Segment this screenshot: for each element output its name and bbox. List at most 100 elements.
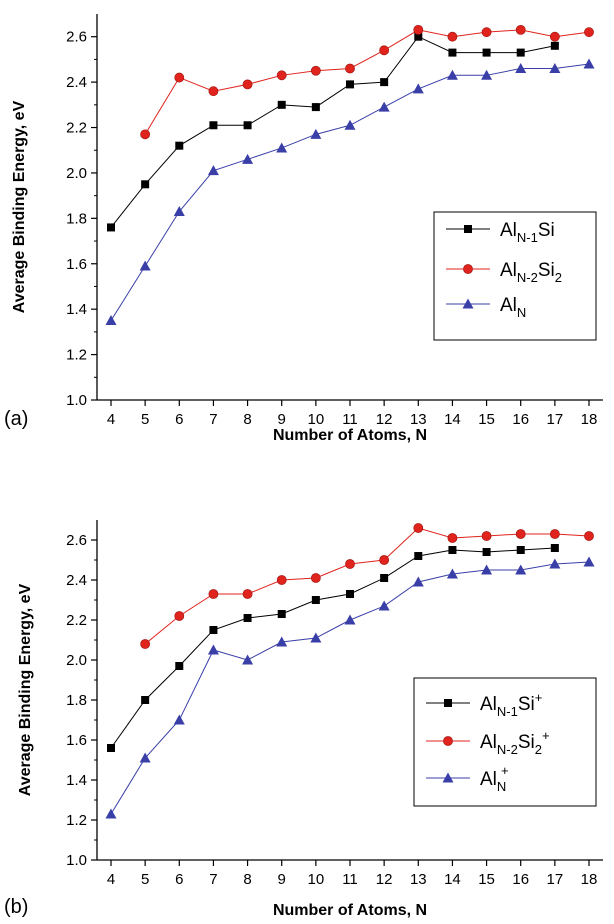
data-point bbox=[345, 615, 356, 625]
y-tick-label: 2.0 bbox=[66, 652, 87, 669]
data-point bbox=[584, 531, 593, 540]
data-point bbox=[277, 71, 286, 80]
y-tick-label: 2.4 bbox=[66, 74, 87, 91]
x-tick-label: 10 bbox=[308, 871, 325, 888]
y-tick-label: 2.6 bbox=[66, 29, 87, 46]
data-point bbox=[550, 32, 559, 41]
x-tick-label: 13 bbox=[410, 411, 427, 428]
data-point bbox=[379, 102, 390, 112]
data-point bbox=[345, 64, 354, 73]
data-point bbox=[516, 529, 525, 538]
x-tick-label: 12 bbox=[376, 411, 393, 428]
y-tick-label: 2.4 bbox=[66, 572, 87, 589]
x-tick-label: 11 bbox=[342, 411, 358, 428]
y-tick-label: 2.0 bbox=[66, 165, 87, 182]
x-tick-label: 7 bbox=[209, 871, 217, 888]
data-point bbox=[448, 533, 457, 542]
y-tick-label: 1.2 bbox=[66, 347, 87, 364]
data-point bbox=[312, 596, 320, 604]
legend-marker bbox=[464, 225, 472, 233]
data-point bbox=[380, 78, 388, 86]
data-point bbox=[551, 42, 559, 50]
data-point bbox=[106, 315, 117, 325]
data-point bbox=[379, 601, 390, 611]
data-point bbox=[312, 103, 320, 111]
data-point bbox=[550, 529, 559, 538]
legend-marker bbox=[444, 699, 452, 707]
data-point bbox=[277, 575, 286, 584]
data-point bbox=[584, 28, 593, 37]
x-tick-label: 13 bbox=[410, 871, 427, 888]
data-point bbox=[278, 610, 286, 618]
data-point bbox=[345, 559, 354, 568]
data-point bbox=[209, 626, 217, 634]
x-tick-label: 5 bbox=[141, 411, 149, 428]
data-point bbox=[278, 101, 286, 109]
x-tick-label: 8 bbox=[243, 411, 251, 428]
data-point bbox=[584, 557, 595, 567]
data-point bbox=[482, 28, 491, 37]
data-point bbox=[551, 544, 559, 552]
series-AlN-2Si2 bbox=[141, 25, 594, 139]
data-point bbox=[516, 25, 525, 34]
data-point bbox=[380, 555, 389, 564]
data-point bbox=[345, 120, 356, 130]
x-tick-label: 16 bbox=[512, 871, 529, 888]
x-tick-label: 8 bbox=[243, 871, 251, 888]
data-point bbox=[244, 614, 252, 622]
y-tick-label: 1.4 bbox=[66, 772, 87, 789]
x-tick-label: 9 bbox=[278, 871, 286, 888]
data-point bbox=[483, 548, 491, 556]
data-point bbox=[209, 121, 217, 129]
data-point bbox=[517, 546, 525, 554]
x-tick-label: 9 bbox=[278, 411, 286, 428]
x-tick-label: 14 bbox=[444, 871, 461, 888]
x-tick-label: 18 bbox=[581, 871, 598, 888]
data-point bbox=[414, 25, 423, 34]
legend: AlN-1Si+ AlN-2Si2+ AlN+ bbox=[414, 678, 596, 806]
y-tick-label: 1.8 bbox=[66, 692, 87, 709]
x-tick-label: 17 bbox=[547, 871, 564, 888]
y-tick-label: 2.2 bbox=[66, 612, 87, 629]
panel-label: (b) bbox=[4, 896, 28, 918]
data-point bbox=[414, 523, 423, 532]
x-axis-label: Number of Atoms, N bbox=[273, 427, 427, 444]
x-tick-label: 18 bbox=[581, 411, 598, 428]
legend-marker bbox=[463, 264, 472, 273]
data-point bbox=[175, 611, 184, 620]
data-point bbox=[106, 809, 117, 819]
panel-label: (a) bbox=[4, 408, 28, 430]
x-tick-label: 10 bbox=[308, 411, 325, 428]
x-tick-label: 6 bbox=[175, 871, 183, 888]
data-point bbox=[483, 49, 491, 57]
y-tick-label: 1.8 bbox=[66, 210, 87, 227]
data-point bbox=[276, 142, 287, 152]
data-point bbox=[380, 574, 388, 582]
data-point bbox=[141, 130, 150, 139]
x-tick-label: 4 bbox=[107, 411, 115, 428]
x-tick-label: 11 bbox=[342, 871, 358, 888]
data-point bbox=[242, 655, 253, 665]
y-tick-label: 2.6 bbox=[66, 532, 87, 549]
y-tick-label: 1.2 bbox=[66, 812, 87, 829]
data-point bbox=[174, 715, 185, 725]
y-tick-label: 1.6 bbox=[66, 732, 87, 749]
data-point bbox=[414, 552, 422, 560]
data-point bbox=[141, 639, 150, 648]
data-point bbox=[141, 696, 149, 704]
data-point bbox=[380, 46, 389, 55]
x-tick-label: 6 bbox=[175, 411, 183, 428]
data-point bbox=[243, 589, 252, 598]
data-point bbox=[310, 633, 321, 643]
data-point bbox=[208, 165, 219, 175]
data-point bbox=[448, 546, 456, 554]
data-point bbox=[208, 645, 219, 655]
x-axis-label: Number of Atoms, N bbox=[273, 902, 427, 919]
data-point bbox=[311, 573, 320, 582]
data-point bbox=[140, 261, 151, 271]
data-point bbox=[517, 49, 525, 57]
data-point bbox=[209, 589, 218, 598]
series-line bbox=[145, 30, 589, 134]
data-point bbox=[175, 662, 183, 670]
